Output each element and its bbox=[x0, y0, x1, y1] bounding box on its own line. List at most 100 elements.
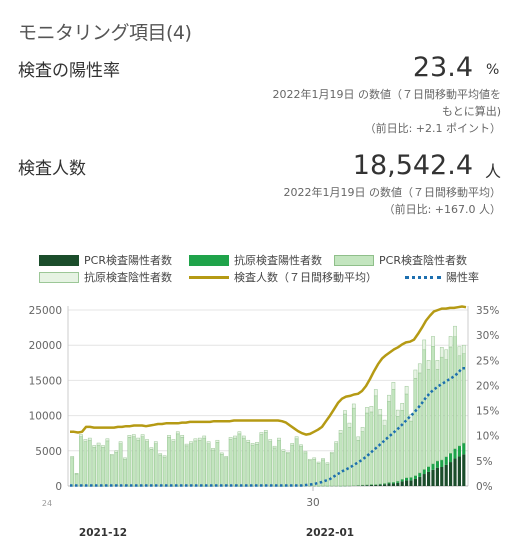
bar-pcr-negative bbox=[413, 378, 418, 476]
bar-pcr-negative bbox=[250, 444, 255, 487]
legend-antigen-negative[interactable]: 抗原検査陰性者数 bbox=[39, 269, 172, 285]
bar-pcr-negative bbox=[145, 441, 149, 487]
bar-pcr-negative bbox=[369, 411, 374, 485]
bar-pcr-negative bbox=[290, 444, 295, 487]
bar-antigen-negative bbox=[439, 347, 444, 358]
bar-antigen-negative bbox=[101, 445, 105, 448]
bar-antigen-negative bbox=[87, 437, 92, 441]
legend-label-antigen-negative: 抗原検査陰性者数 bbox=[84, 271, 172, 284]
bar-pcr-positive bbox=[413, 478, 417, 486]
bar-antigen-negative bbox=[224, 456, 229, 459]
bar-pcr-negative bbox=[303, 452, 308, 487]
bar-antigen-positive bbox=[409, 477, 413, 481]
bar-pcr-positive bbox=[387, 483, 391, 486]
bar-antigen-positive bbox=[378, 483, 382, 485]
positivity-note-line3: （前日比: +2.1 ポイント） bbox=[364, 122, 501, 135]
bar-pcr-negative bbox=[228, 439, 233, 487]
bar-pcr-positive bbox=[369, 484, 373, 486]
bar-pcr-negative bbox=[114, 451, 119, 487]
bar-antigen-negative bbox=[184, 443, 189, 447]
bar-antigen-positive bbox=[453, 448, 457, 459]
bar-pcr-negative bbox=[351, 407, 356, 486]
legend-pcr-negative[interactable]: PCR検査陰性者数 bbox=[334, 252, 467, 268]
bar-antigen-negative bbox=[255, 442, 259, 445]
tests-value: 18,542.4 bbox=[352, 150, 473, 181]
bar-pcr-positive bbox=[378, 484, 382, 486]
bar-antigen-negative bbox=[127, 435, 132, 438]
bar-antigen-negative bbox=[228, 437, 233, 440]
bar-pcr-negative bbox=[101, 447, 105, 487]
bar-antigen-negative bbox=[365, 407, 369, 414]
legend-label-pcr-positive: PCR検査陽性者数 bbox=[84, 254, 172, 267]
bar-pcr-negative bbox=[109, 455, 114, 487]
bar-antigen-negative bbox=[281, 449, 286, 452]
bar-antigen-negative bbox=[268, 439, 273, 442]
bar-antigen-negative bbox=[118, 441, 123, 444]
bar-pcr-negative bbox=[211, 449, 215, 487]
bar-pcr-negative bbox=[409, 420, 413, 478]
bar-pcr-negative bbox=[307, 460, 312, 487]
bar-pcr-negative bbox=[268, 441, 273, 487]
bar-antigen-negative bbox=[114, 450, 119, 453]
legend-swatch-pcr-positive bbox=[39, 254, 79, 266]
legend-tests-avg[interactable]: 検査人数（７日間移動平均） bbox=[189, 269, 377, 285]
y-right-tick-label: 5% bbox=[476, 456, 493, 468]
bar-pcr-positive bbox=[383, 484, 387, 486]
bar-antigen-negative bbox=[329, 451, 334, 454]
bar-pcr-negative bbox=[206, 443, 211, 487]
y-right-tick-label: 35% bbox=[476, 305, 499, 317]
y-right-tick-label: 20% bbox=[476, 380, 499, 392]
y-left-tick-label: 25000 bbox=[29, 305, 62, 317]
bar-antigen-negative bbox=[391, 382, 396, 390]
bar-pcr-negative bbox=[329, 453, 334, 487]
bar-pcr-positive bbox=[431, 469, 435, 486]
positivity-note: 2022年1月19日 の数値（７日間移動平均値を もとに算出) （前日比: +2… bbox=[273, 86, 502, 137]
bar-antigen-positive bbox=[444, 456, 448, 465]
bar-antigen-negative bbox=[395, 409, 400, 417]
y-left-tick-label: 10000 bbox=[29, 411, 62, 423]
legend-swatch-positivity-rate bbox=[405, 275, 441, 279]
bar-antigen-positive bbox=[400, 479, 404, 482]
legend-antigen-positive[interactable]: 抗原検査陽性者数 bbox=[189, 252, 322, 268]
legend-label-antigen-positive: 抗原検査陽性者数 bbox=[234, 254, 322, 267]
bar-antigen-negative bbox=[338, 430, 343, 434]
bar-antigen-negative bbox=[131, 434, 136, 437]
bar-antigen-negative bbox=[435, 360, 440, 370]
bar-antigen-negative bbox=[426, 360, 431, 370]
bar-antigen-negative bbox=[193, 438, 198, 442]
bar-antigen-positive bbox=[435, 461, 439, 468]
legend-pcr-positive[interactable]: PCR検査陽性者数 bbox=[39, 252, 172, 268]
legend-label-tests-avg: 検査人数（７日間移動平均） bbox=[234, 271, 377, 284]
positivity-value: 23.4 bbox=[412, 52, 473, 83]
bar-pcr-negative bbox=[202, 437, 207, 487]
bar-pcr-positive bbox=[440, 466, 444, 486]
bar-antigen-negative bbox=[219, 452, 224, 455]
bar-pcr-positive bbox=[409, 480, 413, 486]
bar-antigen-negative bbox=[285, 451, 290, 454]
bar-pcr-negative bbox=[387, 401, 391, 483]
bar-pcr-positive bbox=[449, 462, 453, 486]
y-right-tick-label: 10% bbox=[476, 431, 499, 443]
bar-pcr-negative bbox=[281, 451, 286, 487]
bar-pcr-negative bbox=[395, 416, 400, 482]
bar-pcr-negative bbox=[118, 443, 123, 487]
bar-antigen-negative bbox=[123, 457, 127, 460]
bar-pcr-negative bbox=[180, 437, 185, 487]
bar-antigen-negative bbox=[373, 389, 378, 397]
bar-pcr-negative bbox=[131, 436, 136, 487]
bar-antigen-negative bbox=[378, 409, 383, 416]
y-right-tick-label: 15% bbox=[476, 406, 499, 418]
bar-antigen-negative bbox=[453, 325, 457, 338]
bar-antigen-negative bbox=[96, 442, 101, 446]
line-positivity-rate bbox=[70, 367, 466, 487]
bar-pcr-negative bbox=[347, 427, 352, 487]
bar-pcr-positive bbox=[400, 481, 404, 486]
bar-pcr-negative bbox=[285, 453, 290, 487]
tests-note-line1: 2022年1月19日 の数値（７日間移動平均） bbox=[283, 186, 502, 199]
bar-pcr-negative bbox=[246, 442, 251, 487]
bar-antigen-negative bbox=[400, 403, 405, 411]
monitoring-chart: 0 5000 10000 15000 20000 25000 0% 5% 10% 15% 20% 25… bbox=[29, 305, 500, 539]
legend-positivity-rate[interactable]: 陽性率 bbox=[405, 269, 479, 285]
x-month-label-jan: 2022-01 bbox=[306, 527, 354, 539]
bar-antigen-positive bbox=[422, 469, 426, 475]
